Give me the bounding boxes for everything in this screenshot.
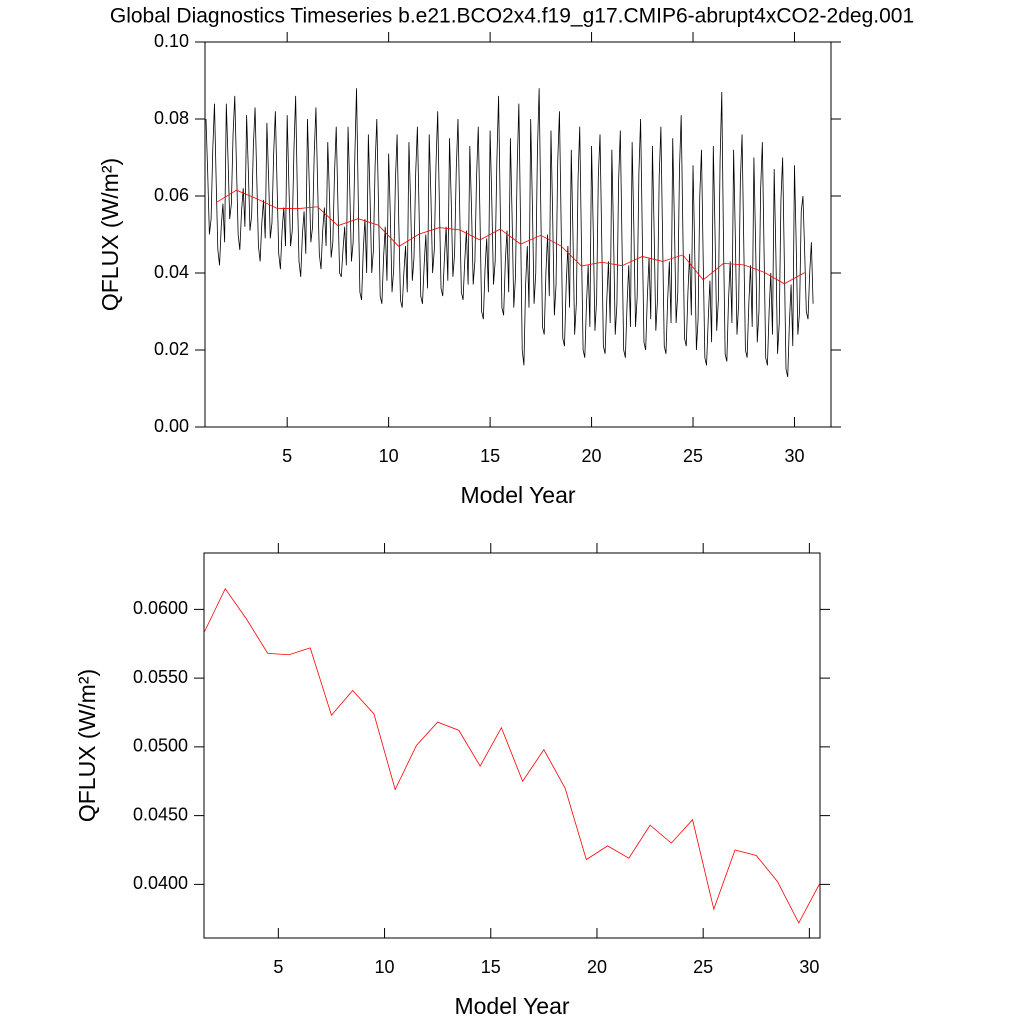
y-tick-label: 0.0500: [133, 736, 188, 756]
x-tick-label: 10: [375, 957, 395, 977]
x-tick-label: 15: [481, 957, 501, 977]
y-tick-label: 0.00: [154, 416, 189, 436]
y-tick-label: 0.0550: [133, 667, 188, 687]
x-tick-label: 20: [587, 957, 607, 977]
y-axis-title: QFLUX (W/m²): [97, 158, 123, 311]
series-line: [215, 189, 805, 285]
series-line: [203, 587, 821, 924]
plot-frame: [204, 41, 832, 428]
y-tick-label: 0.08: [154, 108, 189, 128]
x-tick-label: 5: [273, 957, 283, 977]
y-tick-label: 0.02: [154, 339, 189, 359]
x-tick-label: 20: [582, 446, 602, 466]
y-tick-label: 0.0600: [133, 598, 188, 618]
plot-frame: [203, 552, 821, 939]
x-tick-label: 15: [480, 446, 500, 466]
y-tick-label: 0.10: [154, 31, 189, 51]
x-tick-label: 25: [683, 446, 703, 466]
x-tick-label: 10: [379, 446, 399, 466]
y-tick-label: 0.04: [154, 262, 189, 282]
y-tick-label: 0.06: [154, 185, 189, 205]
series-line: [205, 88, 814, 378]
y-axis-title: QFLUX (W/m²): [74, 669, 100, 822]
y-tick-label: 0.0400: [133, 873, 188, 893]
x-tick-label: 25: [693, 957, 713, 977]
x-tick-label: 30: [799, 957, 819, 977]
x-axis-title: Model Year: [460, 482, 575, 508]
chart-title: Global Diagnostics Timeseries b.e21.BCO2…: [110, 5, 914, 28]
x-axis-title: Model Year: [454, 993, 569, 1019]
x-tick-label: 30: [784, 446, 804, 466]
y-tick-label: 0.0450: [133, 804, 188, 824]
x-tick-label: 5: [282, 446, 292, 466]
